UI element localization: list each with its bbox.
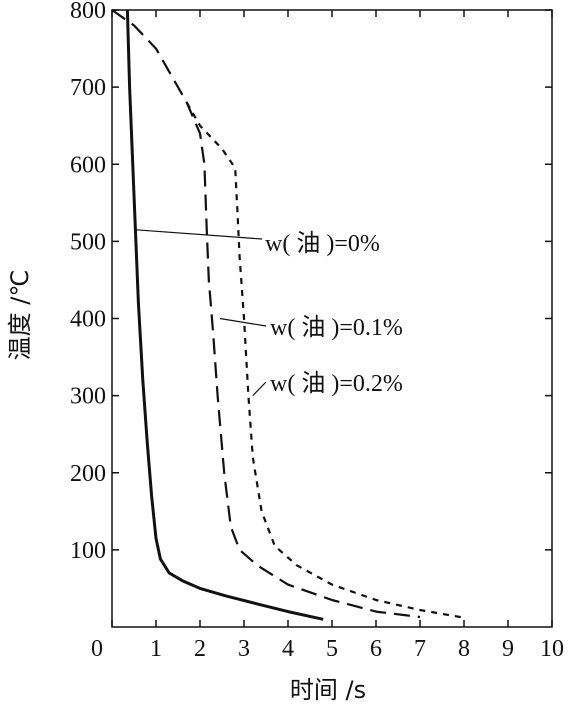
annotation-leader [219, 317, 267, 327]
y-tick-label: 600 [70, 152, 106, 178]
annotation-label: w( 油 )=0% [265, 230, 380, 257]
annotation-leader [136, 229, 263, 240]
x-axis-label: 时间 /s [290, 676, 366, 704]
x-tick-label: 3 [238, 636, 250, 662]
y-tick-label: 300 [70, 384, 106, 410]
x-tick-label: 7 [414, 636, 426, 662]
y-axis-label: 温度 /℃ [6, 270, 34, 361]
y-tick-label: 400 [70, 307, 106, 333]
x-tick-label: 2 [194, 636, 206, 662]
x-tick-label: 4 [282, 636, 294, 662]
x-tick-label: 5 [326, 636, 338, 662]
x-tick-label: 1 [150, 636, 162, 662]
y-tick-label: 700 [70, 75, 106, 101]
x-tick-label: 10 [540, 636, 564, 662]
annotation-layer: w( 油 )=0% w( 油 )=0.1% w( 油 )=0.2% [136, 229, 403, 397]
annotation-leader [252, 381, 267, 397]
series-line-2 [185, 102, 465, 619]
x-tick-label: 8 [458, 636, 470, 662]
y-tick-label: 500 [70, 229, 106, 255]
annotation-label: w( 油 )=0.2% [270, 370, 403, 397]
x-tick-label: 0 [91, 636, 103, 662]
y-tick-label: 200 [70, 461, 106, 487]
x-tick-label: 9 [502, 636, 514, 662]
series-layer [111, 9, 465, 621]
series-line-1 [111, 9, 421, 619]
y-tick-label: 100 [70, 538, 106, 564]
y-tick-label: 800 [70, 0, 106, 24]
x-tick-label: 6 [370, 636, 382, 662]
series-line-0 [125, 9, 324, 621]
axes: 0 1 2 3 4 5 6 7 8 9 10 100 200 300 400 500 600 700 800 [70, 0, 564, 662]
annotation-label: w( 油 )=0.1% [270, 314, 403, 341]
